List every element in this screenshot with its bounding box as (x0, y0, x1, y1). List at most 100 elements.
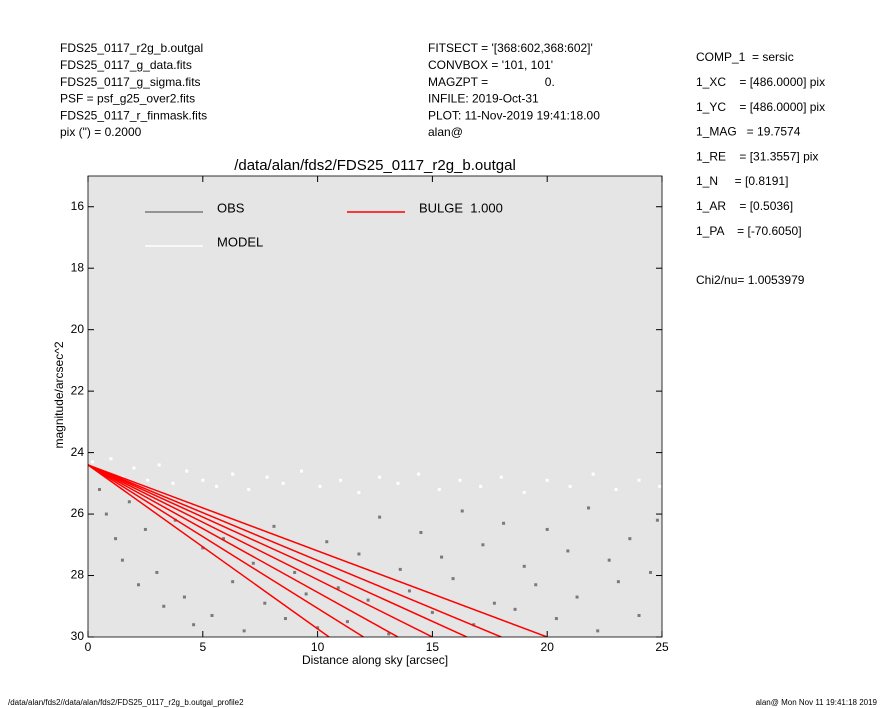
chart-title: /data/alan/fds2/FDS25_0117_r2g_b.outgal (234, 157, 516, 174)
data-point (318, 484, 322, 488)
data-point (155, 570, 159, 574)
data-point (91, 460, 95, 464)
data-point (545, 478, 549, 482)
data-point (534, 583, 538, 587)
data-point (304, 592, 308, 596)
data-point (481, 543, 485, 547)
data-point (522, 491, 526, 495)
footer-right: alan@ Mon Nov 11 19:41:18 2019 (756, 698, 878, 707)
data-point (137, 583, 141, 587)
data-point (419, 531, 423, 535)
data-point (120, 558, 124, 562)
data-point (628, 537, 632, 541)
param-line: 1_MAG = 19.7574 (696, 125, 801, 139)
data-point (201, 478, 205, 482)
param-line: 1_RE = [31.3557] pix (696, 149, 818, 163)
data-point (132, 466, 136, 470)
data-point (185, 469, 189, 473)
y-tick-label: 18 (71, 260, 85, 274)
data-point (649, 570, 653, 574)
data-point (378, 515, 382, 519)
data-point (357, 552, 361, 556)
data-point (607, 558, 611, 562)
y-tick-label: 16 (71, 199, 85, 213)
x-tick-label: 25 (655, 640, 669, 654)
data-point (522, 564, 526, 568)
footer-left: /data/alan/fds2//data/alan/fds2/FDS25_01… (8, 698, 244, 707)
chi2: Chi2/nu= 1.0053979 (696, 273, 805, 287)
data-point (316, 626, 320, 630)
x-tick-label: 5 (199, 640, 206, 654)
data-point (281, 481, 285, 485)
data-point (171, 481, 175, 485)
model-profile (88, 464, 364, 637)
data-point (293, 570, 297, 574)
data-point (231, 472, 235, 476)
model-profile (88, 464, 468, 637)
info-line: INFILE: 2019-Oct-31 (428, 92, 539, 106)
data-point (658, 484, 662, 488)
param-line: 1_AR = [0.5036] (696, 199, 793, 213)
data-point (437, 487, 441, 491)
data-point (440, 555, 444, 559)
data-point (325, 540, 329, 544)
data-point (97, 487, 101, 491)
model-profile (88, 464, 502, 637)
y-tick-label: 28 (71, 568, 85, 582)
plot-frame (87, 175, 663, 638)
file-line: PSF = psf_g25_over2.fits (60, 92, 195, 106)
data-point (637, 478, 641, 482)
info-line: MAGZPT = 0. (428, 75, 555, 89)
y-axis-label: magnitude/arcsec^2 (52, 341, 66, 448)
data-point (182, 595, 186, 599)
data-point (263, 601, 267, 605)
data-point (499, 475, 503, 479)
data-point (616, 580, 620, 584)
x-tick-label: 20 (541, 640, 555, 654)
data-point (231, 580, 235, 584)
data-point (407, 589, 411, 593)
data-point (146, 478, 150, 482)
file-line: pix (") = 0.2000 (60, 125, 142, 139)
y-tick-label: 20 (71, 322, 85, 336)
data-point (568, 484, 572, 488)
data-point (242, 629, 246, 633)
data-point (430, 610, 434, 614)
data-point (479, 484, 483, 488)
data-point (566, 549, 570, 553)
data-point (513, 607, 517, 611)
file-line: FDS25_0117_r2g_b.outgal (60, 41, 203, 55)
data-point (157, 463, 161, 467)
data-point (283, 617, 287, 621)
model-profile (88, 464, 548, 637)
data-point (201, 546, 205, 550)
param-line: 1_YC = [486.0000] pix (696, 100, 825, 114)
data-point (502, 521, 506, 525)
plot-area (88, 176, 662, 637)
x-tick-label: 0 (85, 640, 92, 654)
file-line: FDS25_0117_r_finmask.fits (60, 108, 207, 122)
info-line: alan@ (428, 125, 463, 139)
data-point (357, 491, 361, 495)
param-line: 1_XC = [486.0000] pix (696, 75, 825, 89)
legend-label: OBS (217, 200, 245, 215)
data-point (162, 604, 166, 608)
file-line: FDS25_0117_g_data.fits (60, 58, 192, 72)
data-point (472, 623, 476, 627)
data-point (458, 478, 462, 482)
y-tick-label: 30 (71, 629, 85, 643)
model-profile (88, 464, 330, 637)
data-point (378, 475, 382, 479)
data-point (396, 481, 400, 485)
data-point (114, 537, 118, 541)
y-tick-label: 24 (71, 445, 85, 459)
data-point (398, 567, 402, 571)
param-line: COMP_1 = sersic (696, 50, 794, 64)
data-point (192, 623, 196, 627)
y-tick-label: 26 (71, 506, 85, 520)
data-point (451, 577, 455, 581)
data-point (221, 537, 225, 541)
info-line: CONVBOX = '101, 101' (428, 58, 553, 72)
data-point (417, 472, 421, 476)
